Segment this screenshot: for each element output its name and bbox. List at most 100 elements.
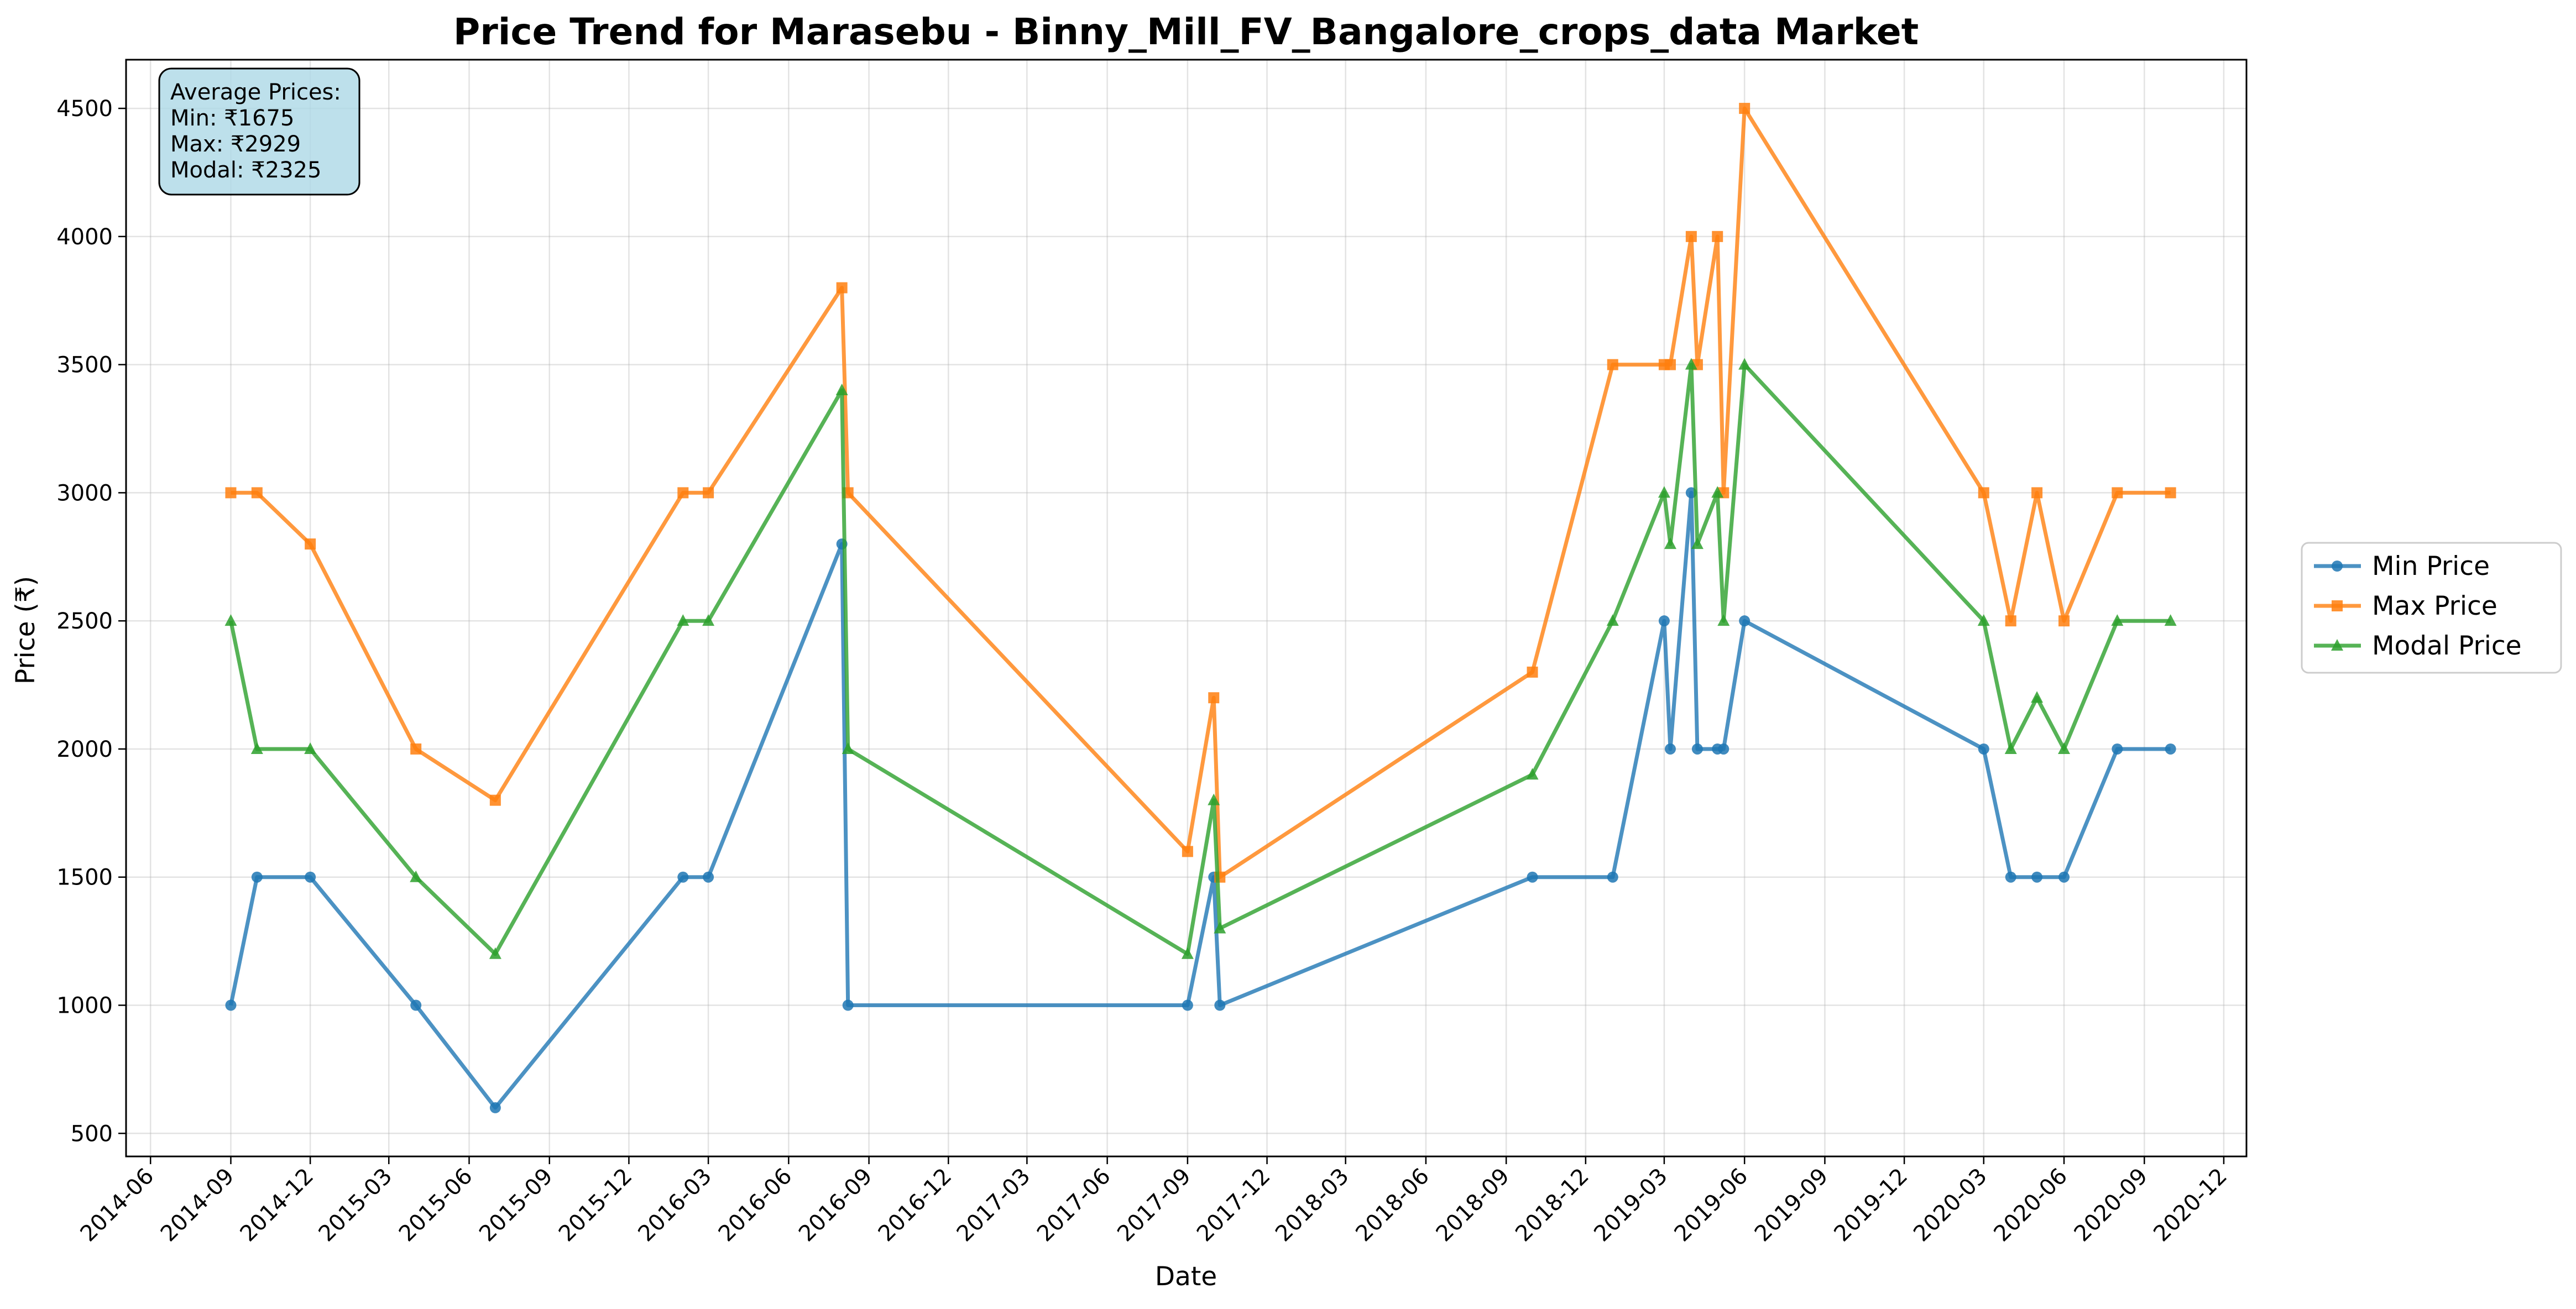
- average-prices-box-background: [158, 67, 360, 196]
- modal-price-point: [2058, 742, 2071, 754]
- min-price-point: [1664, 743, 1676, 755]
- min-price-point: [2165, 743, 2176, 755]
- modal-price-point: [1711, 486, 1724, 498]
- modal-price-point: [1658, 486, 1670, 498]
- modal-price-point: [1526, 768, 1539, 780]
- max-price-point: [1182, 846, 1193, 857]
- average-min-price: Min: ₹1675: [170, 106, 294, 131]
- y-tick-label: 2000: [56, 737, 113, 762]
- max-price-point: [2165, 487, 2176, 499]
- modal-price-point: [1717, 614, 1730, 626]
- min-price-point: [251, 871, 263, 883]
- legend-item-min-price: Min Price: [2314, 551, 2490, 582]
- min-price-point: [1182, 999, 1193, 1011]
- modal-price-point: [1214, 921, 1226, 934]
- average-modal-price: Modal: ₹2325: [170, 158, 321, 183]
- min-price-point: [1527, 871, 1538, 883]
- max-price-point: [1607, 359, 1618, 370]
- series-layer: [224, 103, 2177, 1113]
- max-price-point: [2031, 487, 2043, 499]
- grid-lines: [126, 60, 2246, 1156]
- modal-price-point: [410, 870, 422, 882]
- max-price-point: [836, 282, 848, 294]
- max-price-series: [225, 103, 2176, 883]
- average-prices-box: Average Prices: Min: ₹1675 Max: ₹2929 Mo…: [158, 67, 360, 196]
- y-tick-label: 4000: [56, 224, 113, 250]
- modal-price-point: [702, 614, 715, 626]
- min-price-point: [1978, 743, 1989, 755]
- min-price-point: [489, 1102, 501, 1113]
- legend-marker-swatch: [2332, 600, 2343, 611]
- max-price-point: [1208, 692, 1220, 704]
- legend-label: Modal Price: [2372, 631, 2522, 661]
- max-price-point: [1712, 231, 1723, 242]
- y-axis-label: Price (₹): [11, 576, 41, 684]
- legend: Min Price Max Price Modal Price: [2301, 542, 2562, 674]
- min-price-point: [1718, 743, 1729, 755]
- legend-item-modal-price: Modal Price: [2314, 631, 2522, 661]
- modal-price-point: [489, 947, 501, 959]
- modal-price-point: [224, 614, 237, 626]
- x-axis-label: Date: [1155, 1261, 1217, 1292]
- max-price-point: [489, 794, 501, 806]
- y-tick-label: 2500: [56, 609, 113, 634]
- modal-price-point: [1685, 358, 1697, 370]
- modal-price-point: [1664, 537, 1676, 549]
- modal-price-point: [842, 742, 854, 754]
- modal-price-point: [2164, 614, 2177, 626]
- modal-price-point: [1208, 793, 1220, 805]
- modal-price-point: [2004, 742, 2017, 754]
- y-tick-label: 1000: [56, 993, 113, 1019]
- max-price-point: [410, 743, 422, 755]
- chart-title: Price Trend for Marasebu - Binny_Mill_FV…: [453, 11, 1919, 53]
- max-price-point: [2005, 615, 2016, 627]
- min-price-point: [1739, 615, 1751, 627]
- modal-price-point: [1606, 614, 1619, 626]
- min-price-point: [410, 999, 422, 1011]
- min-price-point: [677, 871, 689, 883]
- average-prices-heading: Average Prices:: [170, 80, 341, 105]
- modal-price-point: [250, 742, 263, 754]
- min-price-series: [225, 487, 2176, 1113]
- modal-price-point: [2031, 691, 2044, 703]
- max-price-point: [703, 487, 714, 499]
- modal-price-point: [1738, 358, 1751, 370]
- min-price-point: [1658, 615, 1670, 627]
- y-axis-ticks: 500 1000 1500 2000 2500 3000 3500 4000 4500: [56, 96, 126, 1146]
- max-price-point: [305, 538, 316, 550]
- average-max-price: Max: ₹2929: [170, 132, 301, 157]
- modal-price-point: [1977, 614, 1990, 626]
- min-price-point: [2058, 871, 2070, 883]
- max-price-point: [677, 487, 689, 499]
- max-price-point: [1664, 359, 1676, 370]
- min-price-point: [305, 871, 316, 883]
- min-price-point: [2031, 871, 2043, 883]
- max-price-point: [2058, 615, 2070, 627]
- plot-frame: [125, 59, 2248, 1158]
- modal-price-point: [304, 742, 317, 754]
- legend-marker-swatch: [2331, 639, 2343, 651]
- modal-price-series: [224, 358, 2177, 959]
- max-price-point: [1978, 487, 1989, 499]
- max-price-point: [1527, 666, 1538, 678]
- legend-label: Min Price: [2372, 551, 2490, 582]
- y-tick-label: 3000: [56, 480, 113, 506]
- y-tick-label: 1500: [56, 865, 113, 891]
- modal-price-point: [1691, 537, 1704, 549]
- max-price-point: [1685, 231, 1697, 242]
- min-price-point: [703, 871, 714, 883]
- y-tick-label: 500: [71, 1121, 113, 1146]
- max-price-point: [225, 487, 237, 499]
- min-price-point: [1691, 743, 1703, 755]
- legend-marker-swatch: [2332, 561, 2343, 572]
- max-price-point: [251, 487, 263, 499]
- legend-item-max-price: Max Price: [2314, 591, 2497, 621]
- max-price-point: [2112, 487, 2123, 499]
- min-price-point: [842, 999, 854, 1011]
- y-tick-label: 4500: [56, 96, 113, 122]
- min-price-point: [2005, 871, 2016, 883]
- min-price-point: [225, 999, 237, 1011]
- min-price-point: [1214, 999, 1226, 1011]
